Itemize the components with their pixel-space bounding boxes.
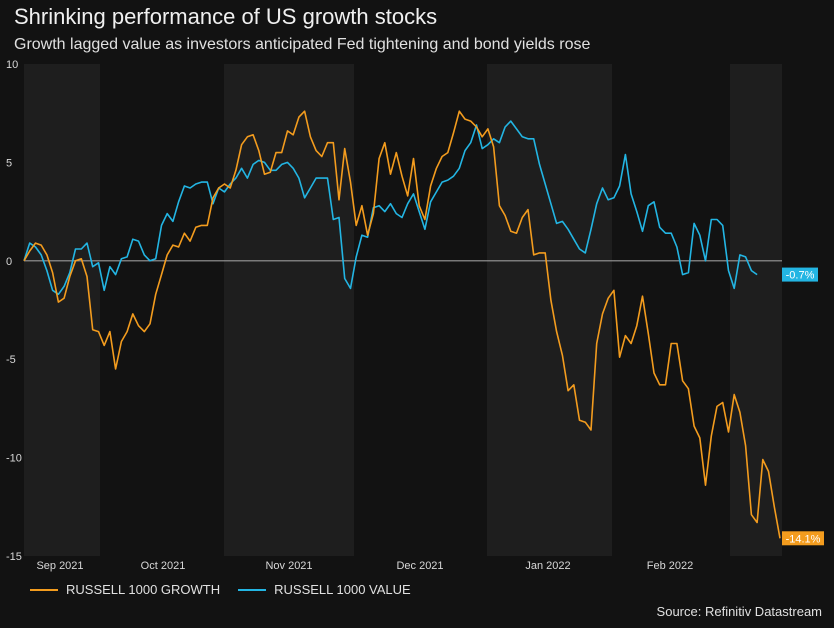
x-tick-label: Nov 2021 bbox=[265, 560, 312, 572]
source-note: Source: Refinitiv Datastream bbox=[656, 604, 822, 619]
legend-item-growth: RUSSELL 1000 GROWTH bbox=[30, 582, 220, 597]
y-tick-label: -10 bbox=[6, 453, 22, 465]
value-line bbox=[23, 120, 758, 296]
y-tick-label: -5 bbox=[6, 354, 16, 366]
y-tick-label: 10 bbox=[6, 59, 18, 71]
legend: RUSSELL 1000 GROWTH RUSSELL 1000 VALUE bbox=[30, 582, 429, 597]
growth-end-label-bg bbox=[782, 531, 824, 546]
legend-label-value: RUSSELL 1000 VALUE bbox=[274, 582, 411, 597]
legend-label-growth: RUSSELL 1000 GROWTH bbox=[66, 582, 221, 597]
x-tick-label: Dec 2021 bbox=[396, 560, 443, 572]
y-tick-label: -15 bbox=[6, 551, 22, 563]
y-tick-label: 5 bbox=[6, 157, 12, 169]
month-band bbox=[24, 64, 100, 556]
chart-title: Shrinking performance of US growth stock… bbox=[14, 4, 438, 29]
legend-swatch-value bbox=[238, 588, 267, 591]
x-tick-label: Jan 2022 bbox=[525, 560, 570, 572]
value-end-label-bg bbox=[782, 267, 818, 282]
x-tick-label: Feb 2022 bbox=[647, 560, 693, 572]
growth-line bbox=[23, 110, 781, 539]
value-end-label: -0.7% bbox=[786, 270, 815, 282]
legend-item-value: RUSSELL 1000 VALUE bbox=[238, 582, 411, 597]
growth-end-label: -14.1% bbox=[786, 533, 821, 545]
month-band bbox=[487, 64, 612, 556]
x-tick-label: Sep 2021 bbox=[36, 560, 83, 572]
legend-swatch-growth bbox=[30, 588, 58, 591]
month-band bbox=[224, 64, 354, 556]
x-tick-label: Oct 2021 bbox=[141, 560, 186, 572]
y-tick-label: 0 bbox=[6, 256, 12, 268]
month-band bbox=[730, 64, 782, 556]
chart-subtitle: Growth lagged value as investors anticip… bbox=[14, 36, 591, 53]
